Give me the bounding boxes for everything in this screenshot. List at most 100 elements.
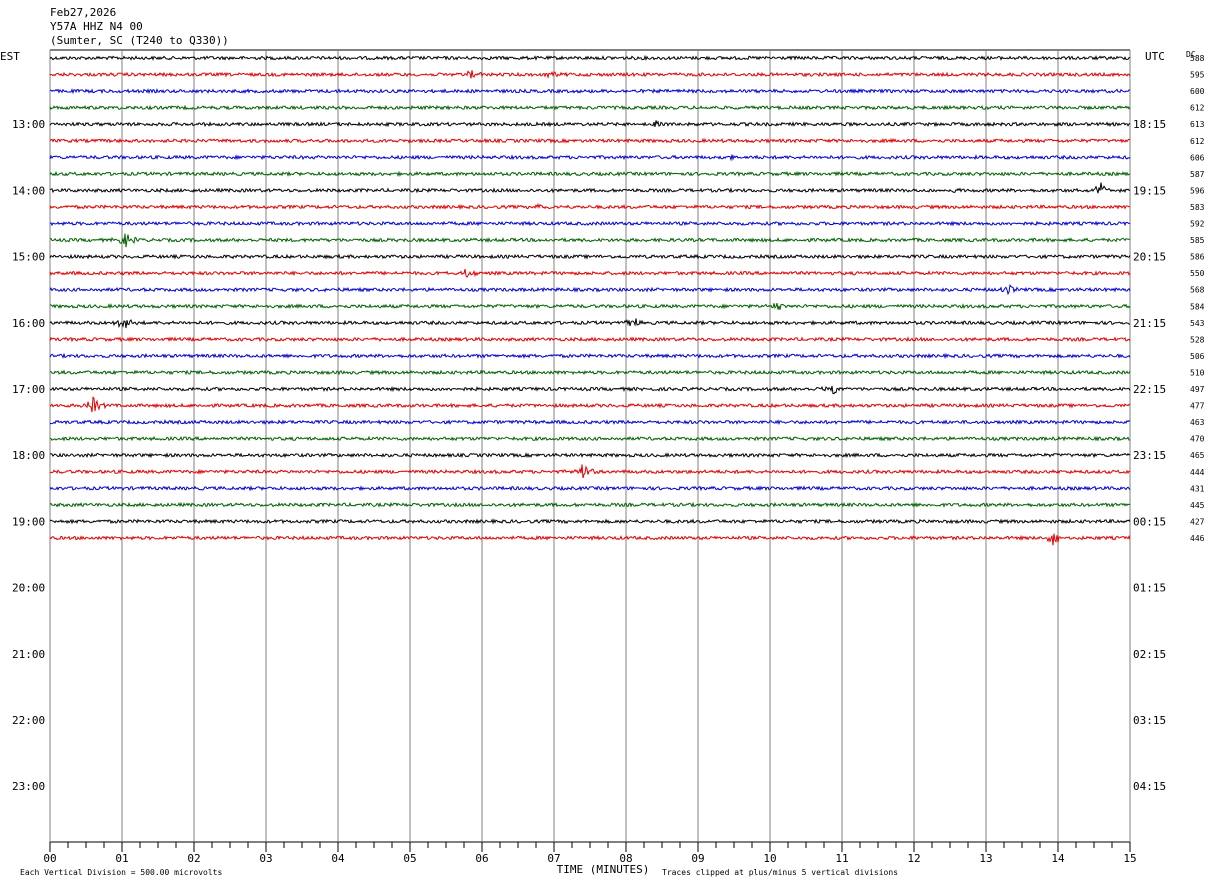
header-date: Feb27,2026	[50, 6, 116, 19]
dc-offset-label: 586	[1190, 253, 1205, 262]
label-layer: 588 595 600 612 613 612 606 587 596 583 592 585 586 5…	[12, 54, 1205, 793]
seismic-trace-line-21	[49, 396, 1131, 413]
left-hour-label: 18:00	[12, 449, 45, 462]
dc-offset-label: 612	[1190, 104, 1205, 113]
dc-offset-label: 568	[1190, 286, 1205, 295]
left-timezone-label: EST	[0, 50, 20, 63]
dc-offset-label: 431	[1190, 484, 1205, 493]
left-hour-label: 19:00	[12, 515, 45, 528]
dc-offset-label: 477	[1190, 402, 1205, 411]
right-hour-label: 02:15	[1133, 648, 1166, 661]
x-axis: 00 01 02 03 04 05 06 07 08 09 10 11 12 13 14 15	[43, 842, 1137, 865]
dc-header-label: DC	[1186, 50, 1196, 59]
seismic-trace-line-24	[49, 452, 1131, 459]
seismic-trace-line-1	[49, 70, 1131, 79]
right-hour-label: 18:15	[1133, 118, 1166, 131]
x-tick-label: 12	[907, 852, 920, 865]
x-tick-label: 00	[43, 852, 56, 865]
left-hour-label: 16:00	[12, 317, 45, 330]
x-tick-label: 07	[547, 852, 560, 865]
dc-offset-label: 497	[1190, 385, 1205, 394]
right-hour-label: 04:15	[1133, 780, 1166, 793]
seismic-trace-line-28	[49, 518, 1131, 525]
clip-note: Traces clipped at plus/minus 5 vertical …	[662, 868, 898, 877]
seismic-trace-line-6	[49, 154, 1131, 162]
dc-offset-label: 550	[1190, 269, 1205, 278]
right-hour-label: 03:15	[1133, 714, 1166, 727]
x-tick-label: 04	[331, 852, 345, 865]
seismic-trace-line-19	[49, 369, 1131, 376]
seismic-trace-line-9	[49, 202, 1130, 211]
dc-offset-label: 606	[1190, 153, 1205, 162]
scale-note: Each Vertical Division = 500.00 microvol…	[20, 868, 222, 877]
seismic-trace-line-4	[49, 120, 1131, 128]
dc-offset-label: 465	[1190, 451, 1205, 460]
seismic-trace-line-13	[49, 268, 1131, 279]
header-station: Y57A HHZ N4 00	[50, 20, 143, 33]
left-hour-label: 21:00	[12, 648, 45, 661]
x-tick-label: 11	[835, 852, 848, 865]
dc-offset-label: 592	[1190, 220, 1205, 229]
seismic-trace-line-14	[49, 283, 1131, 296]
right-hour-label: 22:15	[1133, 383, 1166, 396]
left-hour-label: 20:00	[12, 582, 45, 595]
seismic-trace-line-11	[49, 233, 1131, 248]
right-hour-label: 00:15	[1133, 515, 1166, 528]
left-hour-label: 15:00	[12, 251, 45, 264]
dc-offset-label: 427	[1190, 517, 1205, 526]
dc-offset-label: 446	[1190, 534, 1205, 543]
x-tick-label: 05	[403, 852, 416, 865]
x-tick-label: 15	[1123, 852, 1136, 865]
seismic-trace-line-27	[49, 501, 1131, 508]
right-hour-label: 23:15	[1133, 449, 1166, 462]
dc-offset-label: 506	[1190, 352, 1205, 361]
right-hour-label: 19:15	[1133, 184, 1166, 197]
dc-offset-label: 543	[1190, 319, 1205, 328]
dc-offset-label: 585	[1190, 236, 1205, 245]
x-tick-label: 06	[475, 852, 488, 865]
seismic-trace-line-25	[49, 464, 1131, 479]
dc-offset-label: 596	[1190, 186, 1205, 195]
right-hour-label: 21:15	[1133, 317, 1166, 330]
seismic-trace-line-10	[49, 220, 1131, 227]
dc-offset-label: 600	[1190, 87, 1205, 96]
seismic-trace-line-8	[49, 182, 1131, 194]
seismic-trace-line-2	[49, 88, 1131, 95]
seismic-trace-line-16	[49, 318, 1131, 329]
seismic-trace-line-22	[49, 419, 1131, 426]
seismic-trace-line-7	[49, 170, 1131, 177]
dc-offset-label: 583	[1190, 203, 1205, 212]
seismic-trace-line-5	[49, 137, 1131, 144]
dc-offset-label: 463	[1190, 418, 1205, 427]
x-tick-label: 03	[259, 852, 272, 865]
left-hour-label: 13:00	[12, 118, 45, 131]
seismic-trace-line-17	[49, 336, 1131, 343]
x-tick-label: 01	[115, 852, 128, 865]
x-tick-label: 08	[619, 852, 632, 865]
seismic-trace-line-0	[49, 54, 1131, 62]
seismic-trace-line-26	[49, 485, 1131, 492]
dc-offset-label: 613	[1190, 120, 1205, 129]
x-tick-label: 09	[691, 852, 704, 865]
left-hour-label: 23:00	[12, 780, 45, 793]
dc-offset-label: 470	[1190, 435, 1205, 444]
left-hour-label: 14:00	[12, 184, 45, 197]
x-tick-label: 13	[979, 852, 992, 865]
dc-offset-label: 510	[1190, 368, 1205, 377]
dc-offset-label: 584	[1190, 302, 1205, 311]
right-hour-label: 20:15	[1133, 251, 1166, 264]
header-location: (Sumter, SC (T240 to Q330))	[50, 34, 229, 47]
seismic-trace-line-20	[49, 385, 1131, 395]
dc-offset-label: 588	[1190, 54, 1205, 63]
dc-offset-label: 444	[1190, 468, 1205, 477]
seismic-trace-line-18	[49, 352, 1131, 360]
x-tick-label: 10	[763, 852, 776, 865]
seismic-trace-line-3	[49, 104, 1131, 111]
x-tick-label: 02	[187, 852, 200, 865]
seismic-trace-line-12	[49, 253, 1131, 260]
left-hour-label: 22:00	[12, 714, 45, 727]
left-hour-label: 17:00	[12, 383, 45, 396]
trace-layer	[49, 54, 1131, 546]
seismic-trace-line-23	[49, 435, 1131, 442]
x-tick-label: 14	[1051, 852, 1065, 865]
